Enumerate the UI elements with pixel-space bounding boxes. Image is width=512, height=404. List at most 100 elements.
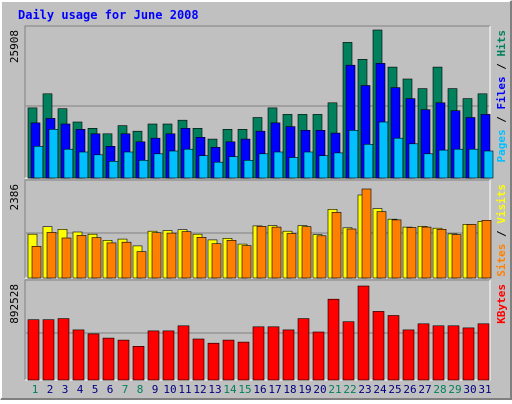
bar-sites-day-1 <box>31 246 42 279</box>
side-legend-part: / <box>495 57 508 77</box>
bars <box>27 29 494 179</box>
bar-sites-day-31 <box>481 220 492 279</box>
bar-kbytes-day-4 <box>72 329 85 381</box>
bar-kbytes-day-2 <box>42 319 55 381</box>
bar-pages-day-19 <box>303 151 314 179</box>
bar-pages-day-26 <box>408 143 419 179</box>
bar-pages-day-3 <box>63 148 74 179</box>
bar-pages-day-6 <box>108 161 119 179</box>
bar-sites-day-8 <box>136 251 147 279</box>
y-max-label: 892528 <box>8 284 21 324</box>
day-label-23: 23 <box>358 383 371 396</box>
bar-sites-day-3 <box>61 237 72 279</box>
day-label-7: 7 <box>122 383 129 396</box>
bar-pages-day-16 <box>258 153 269 179</box>
bar-pages-day-29 <box>453 148 464 179</box>
day-label-28: 28 <box>433 383 446 396</box>
day-label-27: 27 <box>418 383 431 396</box>
day-label-16: 16 <box>253 383 266 396</box>
day-label-29: 29 <box>448 383 461 396</box>
bar-kbytes-day-5 <box>87 333 100 381</box>
day-label-19: 19 <box>298 383 311 396</box>
bar-sites-day-13 <box>211 243 222 279</box>
bar-kbytes-day-12 <box>192 338 205 381</box>
day-label-3: 3 <box>62 383 69 396</box>
bar-pages-day-5 <box>93 154 104 179</box>
y-max-label: 25908 <box>8 30 21 63</box>
chart-panels: 25908 Pages / Files / Hits 2386 Sites / Vis… <box>8 25 508 381</box>
day-label-10: 10 <box>163 383 176 396</box>
bar-kbytes-day-25 <box>387 315 400 381</box>
bar-kbytes-day-9 <box>147 330 160 381</box>
bar-sites-day-20 <box>316 235 327 279</box>
bar-pages-day-9 <box>153 153 164 179</box>
bar-pages-day-11 <box>183 148 194 179</box>
bar-pages-day-21 <box>333 152 344 179</box>
side-legend-part: Visits <box>495 184 508 224</box>
bar-kbytes-day-22 <box>342 321 355 381</box>
day-label-21: 21 <box>328 383 341 396</box>
chart-title: Daily usage for June 2008 <box>18 8 199 22</box>
bar-sites-day-9 <box>151 232 162 279</box>
side-legend-label: KBytes <box>495 284 508 324</box>
bar-pages-day-25 <box>393 137 404 179</box>
bar-pages-day-7 <box>123 151 134 179</box>
day-label-15: 15 <box>238 383 251 396</box>
bar-sites-day-17 <box>271 226 282 279</box>
bar-kbytes-day-18 <box>282 329 295 381</box>
bar-pages-day-27 <box>423 153 434 179</box>
bar-kbytes-day-30 <box>462 327 475 381</box>
day-label-17: 17 <box>268 383 281 396</box>
bar-kbytes-day-17 <box>267 326 280 381</box>
bar-kbytes-day-28 <box>432 325 445 381</box>
day-label-6: 6 <box>107 383 114 396</box>
y-max-label: 2386 <box>8 184 21 211</box>
day-label-4: 4 <box>77 383 84 396</box>
bar-pages-day-15 <box>243 160 254 179</box>
bar-sites-day-2 <box>46 232 57 279</box>
bar-kbytes-day-20 <box>312 331 325 381</box>
bar-sites-day-29 <box>451 234 462 279</box>
bar-sites-day-12 <box>196 237 207 279</box>
day-label-24: 24 <box>373 383 387 396</box>
bar-kbytes-day-3 <box>57 318 70 381</box>
bar-pages-day-8 <box>138 160 149 179</box>
bar-kbytes-day-24 <box>372 311 385 381</box>
bar-kbytes-day-10 <box>162 330 175 381</box>
panel-visits-sites: 2386 Sites / Visits <box>8 179 508 279</box>
bar-sites-day-15 <box>241 245 252 279</box>
bar-kbytes-day-26 <box>402 329 415 381</box>
bar-sites-day-14 <box>226 240 237 279</box>
side-legend-label: Sites / Visits <box>495 184 508 277</box>
day-label-14: 14 <box>223 383 237 396</box>
bar-kbytes-day-6 <box>102 337 115 381</box>
bar-sites-day-5 <box>91 237 102 279</box>
bar-kbytes-day-23 <box>357 285 370 381</box>
bar-pages-day-17 <box>273 151 284 179</box>
bar-sites-day-19 <box>301 226 312 279</box>
side-legend-part: / <box>495 110 508 130</box>
day-label-1: 1 <box>32 383 39 396</box>
side-legend-label: Pages / Files / Hits <box>495 30 508 163</box>
side-legend-part: / <box>495 224 508 244</box>
panel-frame-shadow <box>24 279 490 380</box>
bars <box>27 285 490 381</box>
bar-pages-day-28 <box>438 149 449 179</box>
bar-sites-day-10 <box>166 232 177 279</box>
bar-kbytes-day-19 <box>297 318 310 381</box>
bar-sites-day-26 <box>406 227 417 279</box>
day-label-2: 2 <box>47 383 54 396</box>
bar-pages-day-10 <box>168 150 179 179</box>
day-label-25: 25 <box>388 383 401 396</box>
panel-frame-shadow <box>24 25 490 178</box>
day-label-20: 20 <box>313 383 326 396</box>
bar-sites-day-21 <box>331 212 342 279</box>
bar-sites-day-11 <box>181 231 192 279</box>
day-label-22: 22 <box>343 383 356 396</box>
day-axis-labels: 1 2 3 4 5 6 7 8 9 10 11 12 13 14 15 16 17 18 19 20 21 22 23 24 2… <box>32 383 492 396</box>
bar-sites-day-23 <box>361 188 372 279</box>
